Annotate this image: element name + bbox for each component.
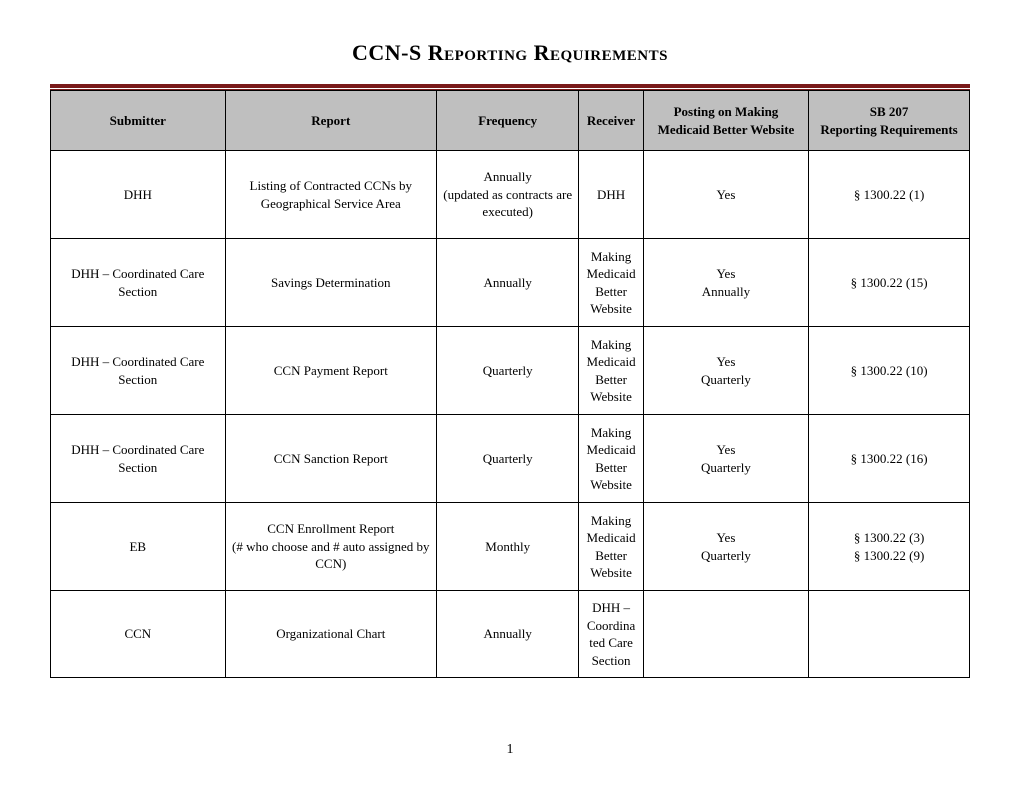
col-header-posting: Posting on Making Medicaid Better Websit… [643, 91, 808, 151]
cell-posting: Yes Annually [643, 239, 808, 327]
cell-report: Savings Determination [225, 239, 436, 327]
cell-report: Listing of Contracted CCNs by Geographic… [225, 151, 436, 239]
cell-frequency: Annually (updated as contracts are execu… [436, 151, 578, 239]
table-row: DHH – Coordinated Care Section Savings D… [51, 239, 970, 327]
cell-sb207: § 1300.22 (1) [809, 151, 970, 239]
cell-posting: Yes Quarterly [643, 415, 808, 503]
cell-sb207: § 1300.22 (16) [809, 415, 970, 503]
col-header-sb207: SB 207 Reporting Requirements [809, 91, 970, 151]
cell-receiver: Making Medicaid Better Website [579, 239, 643, 327]
cell-posting: Yes [643, 151, 808, 239]
cell-posting: Yes Quarterly [643, 327, 808, 415]
cell-submitter: DHH [51, 151, 226, 239]
document-title: CCN-S Reporting Requirements [50, 40, 970, 66]
cell-submitter: DHH – Coordinated Care Section [51, 239, 226, 327]
cell-frequency: Annually [436, 239, 578, 327]
cell-sb207: § 1300.22 (3) § 1300.22 (9) [809, 503, 970, 591]
table-row: DHH – Coordinated Care Section CCN Sanct… [51, 415, 970, 503]
cell-frequency: Annually [436, 591, 578, 678]
table-header-row: Submitter Report Frequency Receiver Post… [51, 91, 970, 151]
col-header-report: Report [225, 91, 436, 151]
cell-frequency: Monthly [436, 503, 578, 591]
cell-receiver: Making Medicaid Better Website [579, 327, 643, 415]
cell-report: CCN Sanction Report [225, 415, 436, 503]
cell-report: CCN Payment Report [225, 327, 436, 415]
cell-sb207 [809, 591, 970, 678]
cell-sb207: § 1300.22 (10) [809, 327, 970, 415]
cell-receiver: DHH – Coordinated Care Section [579, 591, 643, 678]
col-header-receiver: Receiver [579, 91, 643, 151]
col-header-submitter: Submitter [51, 91, 226, 151]
cell-report: CCN Enrollment Report (# who choose and … [225, 503, 436, 591]
cell-receiver: DHH [579, 151, 643, 239]
cell-submitter: DHH – Coordinated Care Section [51, 415, 226, 503]
table-row: DHH – Coordinated Care Section CCN Payme… [51, 327, 970, 415]
table-row: EB CCN Enrollment Report (# who choose a… [51, 503, 970, 591]
cell-posting [643, 591, 808, 678]
page-number: 1 [0, 742, 1020, 758]
cell-frequency: Quarterly [436, 415, 578, 503]
reporting-table: Submitter Report Frequency Receiver Post… [50, 90, 970, 678]
cell-posting: Yes Quarterly [643, 503, 808, 591]
col-header-frequency: Frequency [436, 91, 578, 151]
cell-submitter: CCN [51, 591, 226, 678]
cell-submitter: DHH – Coordinated Care Section [51, 327, 226, 415]
cell-report: Organizational Chart [225, 591, 436, 678]
cell-receiver: Making Medicaid Better Website [579, 503, 643, 591]
cell-frequency: Quarterly [436, 327, 578, 415]
cell-submitter: EB [51, 503, 226, 591]
cell-sb207: § 1300.22 (15) [809, 239, 970, 327]
table-row: DHH Listing of Contracted CCNs by Geogra… [51, 151, 970, 239]
cell-receiver: Making Medicaid Better Website [579, 415, 643, 503]
table-row: CCN Organizational Chart Annually DHH – … [51, 591, 970, 678]
